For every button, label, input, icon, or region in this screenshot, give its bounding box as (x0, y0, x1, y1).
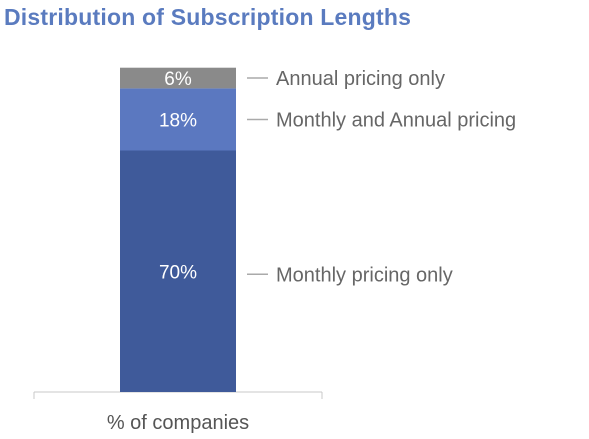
x-category-label: % of companies (107, 412, 249, 434)
data-label-monthly-pricing-only: 70% (159, 262, 197, 283)
bar-segment-monthly-pricing-only (120, 150, 236, 392)
legend-entry-annual-pricing-only: Annual pricing only (276, 68, 445, 90)
data-label-monthly-and-annual-pricing: 18% (159, 110, 197, 131)
chart-title: Distribution of Subscription Lengths (4, 4, 412, 30)
legend-entry-monthly-and-annual-pricing: Monthly and Annual pricing (276, 109, 516, 131)
legend-entry-monthly-pricing-only: Monthly pricing only (276, 264, 453, 286)
bar-segment-annual-pricing-only (120, 67, 236, 89)
bar-segment-monthly-and-annual-pricing (120, 88, 236, 151)
data-label-annual-pricing-only: 6% (164, 69, 192, 90)
